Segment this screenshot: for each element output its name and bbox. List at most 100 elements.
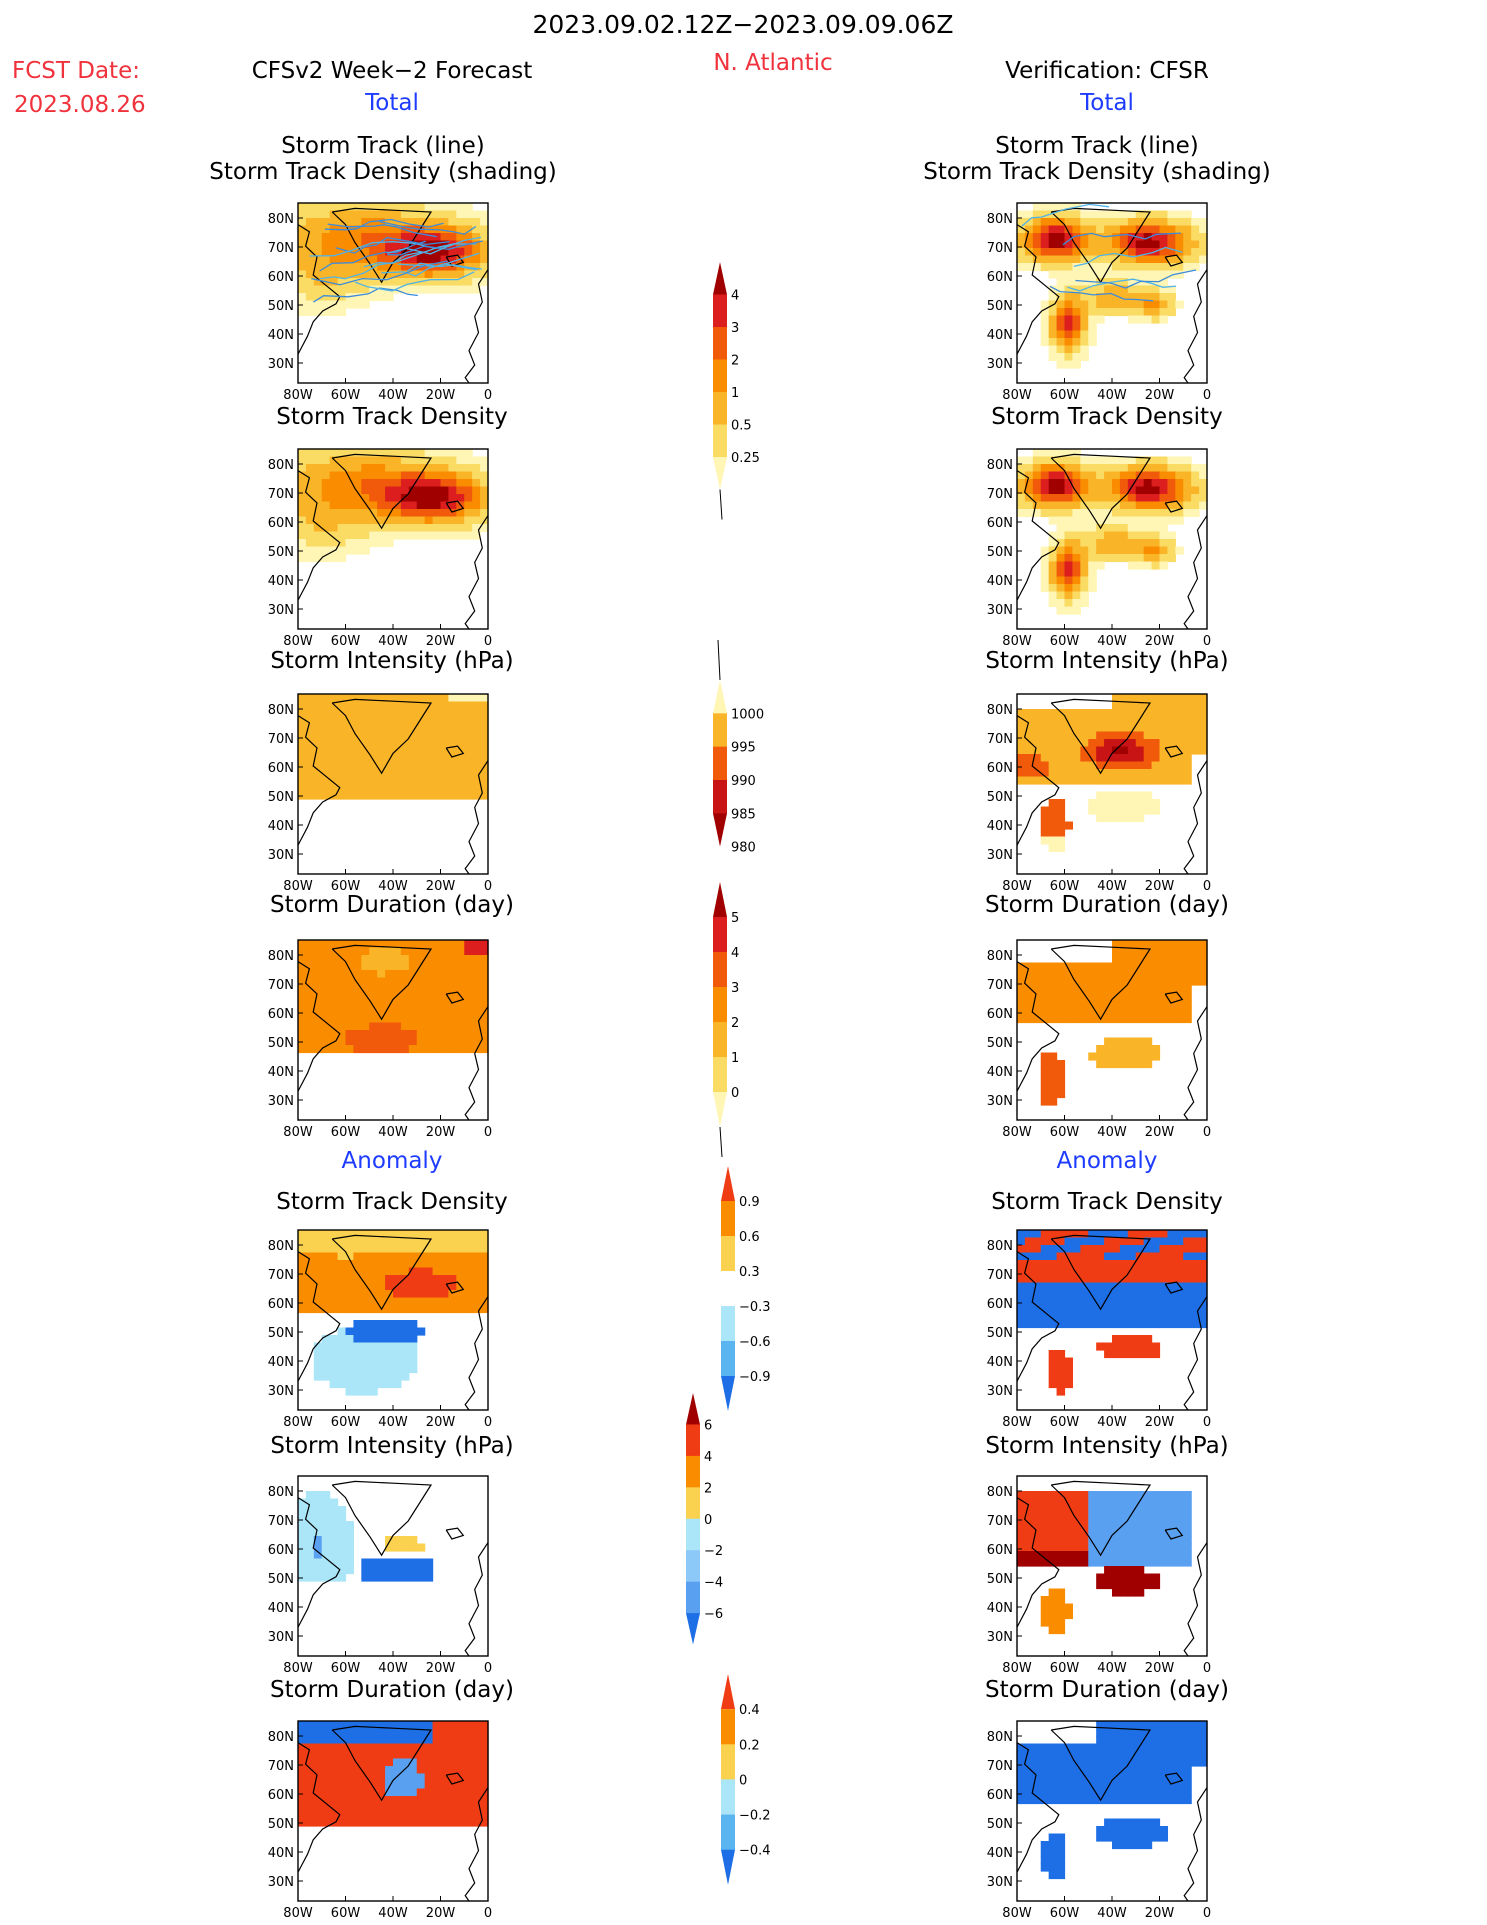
- grid-cell: [298, 1551, 307, 1560]
- grid-cell: [1135, 769, 1145, 778]
- grid-cell: [1175, 1267, 1184, 1276]
- grid-cell: [1159, 539, 1169, 548]
- grid-cell: [1119, 806, 1129, 815]
- grid-cell: [1056, 494, 1066, 503]
- grid-cell: [345, 754, 355, 763]
- grid-cell: [416, 761, 426, 770]
- coastline-europe: [1183, 1006, 1208, 1121]
- grid-cell: [1104, 1781, 1113, 1790]
- grid-cell: [480, 1015, 489, 1024]
- grid-cell: [1032, 716, 1042, 725]
- grid-cell: [1048, 1267, 1058, 1276]
- colorbar-segment: [713, 713, 727, 748]
- grid-cell: [369, 1380, 378, 1389]
- grid-cell: [472, 1237, 481, 1246]
- grid-cell: [416, 270, 426, 279]
- grid-cell: [1032, 739, 1042, 748]
- grid-cell: [448, 471, 457, 480]
- grid-cell: [353, 784, 362, 793]
- grid-cell: [1112, 1045, 1121, 1054]
- grid-cell: [353, 776, 362, 785]
- grid-cell: [1088, 456, 1097, 465]
- grid-cell: [1127, 709, 1137, 718]
- grid-cell: [1080, 1743, 1089, 1752]
- grid-cell: [440, 1773, 450, 1782]
- grid-cell: [1143, 1766, 1153, 1775]
- grid-cell: [448, 464, 457, 473]
- grid-cell: [1151, 248, 1161, 257]
- grid-cell: [1135, 731, 1145, 740]
- grid-cell: [416, 739, 426, 748]
- grid-cell: [353, 1230, 362, 1239]
- grid-cell: [1112, 731, 1121, 740]
- grid-cell: [1167, 509, 1176, 518]
- grid-cell: [1159, 1513, 1169, 1522]
- lon-tick-label: 40W: [378, 879, 408, 894]
- grid-cell: [361, 509, 370, 518]
- colorbar-label: 0: [704, 1513, 712, 1528]
- grid-cell: [448, 248, 457, 257]
- grid-cell: [464, 962, 473, 971]
- grid-cell: [1151, 300, 1161, 309]
- grid-cell: [1119, 531, 1129, 540]
- grid-cell: [1056, 829, 1066, 838]
- grid-cell: [313, 1290, 323, 1299]
- panel-title-anom-density-left: Storm Track Density: [276, 1189, 508, 1215]
- grid-cell: [1040, 1751, 1050, 1760]
- grid-cell: [305, 1521, 315, 1530]
- grid-cell: [385, 769, 394, 778]
- grid-cell: [1183, 724, 1192, 733]
- grid-cell: [377, 754, 386, 763]
- grid-cell: [1159, 776, 1169, 785]
- grid-cell: [1167, 240, 1176, 249]
- grid-cell: [321, 1788, 331, 1797]
- grid-cell: [416, 501, 426, 510]
- grid-cell: [440, 1267, 450, 1276]
- grid-cell: [400, 1566, 410, 1575]
- grid-cell: [1191, 1237, 1200, 1246]
- grid-cell: [1056, 233, 1066, 242]
- grid-cell: [321, 218, 331, 227]
- grid-cell: [1143, 955, 1153, 964]
- grid-cell: [313, 546, 323, 555]
- grid-cell: [1127, 1320, 1137, 1329]
- grid-cell: [472, 486, 481, 495]
- fcst-date-label: FCST Date:: [12, 58, 140, 84]
- grid-cell: [1048, 210, 1058, 219]
- lat-tick-label: 80N: [268, 1730, 294, 1745]
- grid-cell: [1135, 1252, 1145, 1261]
- grid-cell: [1064, 1543, 1074, 1552]
- grid-cell: [464, 278, 473, 287]
- grid-cell: [1175, 1260, 1184, 1269]
- grid-cell: [464, 1230, 473, 1239]
- grid-cell: [472, 501, 481, 510]
- grid-cell: [321, 554, 331, 563]
- grid-cell: [1135, 1766, 1145, 1775]
- grid-cell: [1017, 1297, 1026, 1306]
- grid-cell: [408, 471, 418, 480]
- grid-cell: [1032, 1513, 1042, 1522]
- grid-cell: [400, 947, 410, 956]
- grid-cell: [313, 739, 323, 748]
- grid-cell: [472, 255, 481, 264]
- grid-cell: [321, 761, 331, 770]
- grid-cell: [305, 776, 315, 785]
- grid-cell: [1135, 501, 1145, 510]
- grid-cell: [345, 524, 355, 533]
- grid-cell: [313, 1007, 323, 1016]
- grid-cell: [345, 701, 355, 710]
- grid-cell: [1112, 701, 1121, 710]
- grid-cell: [464, 1773, 473, 1782]
- grid-cell: [1127, 1498, 1137, 1507]
- grid-cell: [385, 464, 394, 473]
- grid-cell: [1159, 1766, 1169, 1775]
- grid-cell: [1183, 1751, 1192, 1760]
- grid-cell: [305, 1736, 315, 1745]
- grid-cell: [1032, 1290, 1042, 1299]
- grid-cell: [1072, 1312, 1081, 1321]
- grid-cell: [1167, 1245, 1176, 1254]
- grid-cell: [321, 255, 331, 264]
- grid-cell: [305, 1037, 315, 1046]
- grid-cell: [408, 1766, 418, 1775]
- grid-cell: [1143, 754, 1153, 763]
